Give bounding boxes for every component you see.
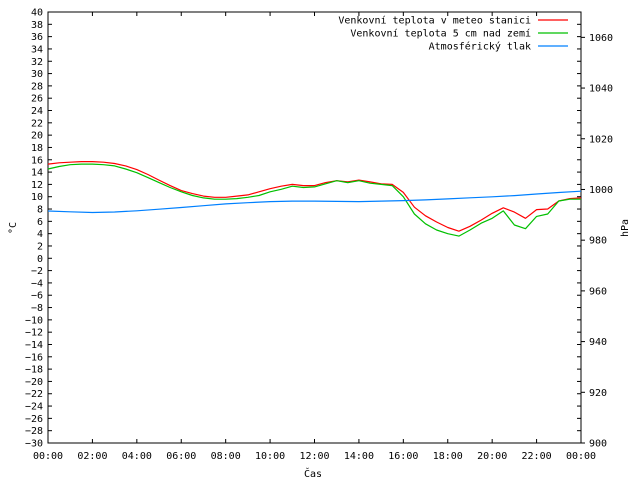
x-axis-label: Čas [304, 467, 322, 480]
x-tick-label: 06:00 [166, 451, 196, 462]
plot-border [47, 11, 582, 444]
series-line-1 [47, 161, 582, 232]
y-tick-label: −20 [25, 377, 43, 388]
y-tick-label: 36 [31, 32, 43, 43]
y-tick-label: 24 [31, 106, 43, 117]
x-tick-label: 14:00 [344, 451, 374, 462]
legend-label-2: Venkovní teplota 5 cm nad zemí [350, 28, 531, 40]
x-tick-label: 12:00 [299, 451, 329, 462]
y2-axis-label: hPa [620, 219, 631, 237]
x-tick-label: 22:00 [522, 451, 552, 462]
right-axis-ticks: 900 920 940 960 980 1000 1020 1040 1060 [581, 33, 613, 450]
x-tick-label: 02:00 [77, 451, 107, 462]
y-tick-label: −18 [25, 365, 43, 376]
y-tick-label: −2 [31, 266, 43, 277]
y-tick-label: 16 [31, 155, 43, 166]
y2-tick-label: 1040 [589, 84, 613, 95]
series-line-3 [47, 190, 582, 214]
y-tick-label: −24 [25, 402, 43, 413]
x-tick-label: 00:00 [566, 451, 596, 462]
x-tick-label: 04:00 [122, 451, 152, 462]
y2-tick-label: 960 [589, 286, 607, 297]
series-line-2 [47, 163, 581, 237]
y-tick-label: −10 [25, 315, 43, 326]
y-tick-label: 2 [37, 241, 43, 252]
y-tick-label: 10 [31, 192, 43, 203]
legend-label-3: Atmosférický tlak [429, 41, 531, 53]
x-tick-label: 00:00 [33, 451, 63, 462]
y-tick-label: 32 [31, 57, 43, 68]
y-tick-label: −8 [31, 303, 43, 314]
x-tick-label: 10:00 [255, 451, 285, 462]
x-tick-label: 08:00 [211, 451, 241, 462]
y-tick-label: 12 [31, 180, 43, 191]
y-tick-label: 14 [31, 168, 43, 179]
y2-tick-label: 1060 [589, 33, 613, 44]
legend: Venkovní teplota v meteo staniciVenkovní… [338, 15, 568, 53]
y-tick-label: 26 [31, 94, 43, 105]
legend-label-1: Venkovní teplota v meteo stanici [338, 15, 531, 27]
y-tick-label: −28 [25, 426, 43, 437]
left-axis-ticks: −30−28−26−24−22−20−18−16−14−12−10−8−6−4−… [25, 8, 581, 450]
y-tick-label: 38 [31, 20, 43, 31]
y-tick-label: −26 [25, 414, 43, 425]
y-tick-label: −14 [25, 340, 43, 351]
y-tick-label: 22 [31, 118, 43, 129]
y2-tick-label: 1000 [589, 185, 613, 196]
y2-tick-label: 1020 [589, 134, 613, 145]
y-tick-label: 28 [31, 81, 43, 92]
y-tick-label: 0 [37, 254, 43, 265]
x-tick-label: 16:00 [388, 451, 418, 462]
y-tick-label: −6 [31, 291, 43, 302]
y-tick-label: 6 [37, 217, 43, 228]
y-tick-label: −16 [25, 352, 43, 363]
y-tick-label: −4 [31, 278, 43, 289]
y-tick-label: 34 [31, 44, 43, 55]
y-tick-label: 30 [31, 69, 43, 80]
y2-tick-label: 940 [589, 337, 607, 348]
y-tick-label: 8 [37, 205, 43, 216]
y-tick-label: −30 [25, 439, 43, 450]
y-tick-label: 20 [31, 131, 43, 142]
y-axis-label: °C [8, 222, 19, 234]
plot-frame [47, 11, 582, 444]
y-tick-label: −12 [25, 328, 43, 339]
x-tick-label: 18:00 [433, 451, 463, 462]
series-lines [47, 161, 582, 237]
y2-tick-label: 920 [589, 388, 607, 399]
y-tick-label: 4 [37, 229, 43, 240]
y-tick-label: 18 [31, 143, 43, 154]
y2-tick-label: 980 [589, 236, 607, 247]
y-tick-label: 40 [31, 8, 43, 19]
y-tick-label: −22 [25, 389, 43, 400]
x-axis-ticks: 00:00 02:00 04:00 06:00 08:00 10:00 12:00 14:00… [33, 12, 596, 462]
x-tick-label: 20:00 [477, 451, 507, 462]
y2-tick-label: 900 [589, 439, 607, 450]
